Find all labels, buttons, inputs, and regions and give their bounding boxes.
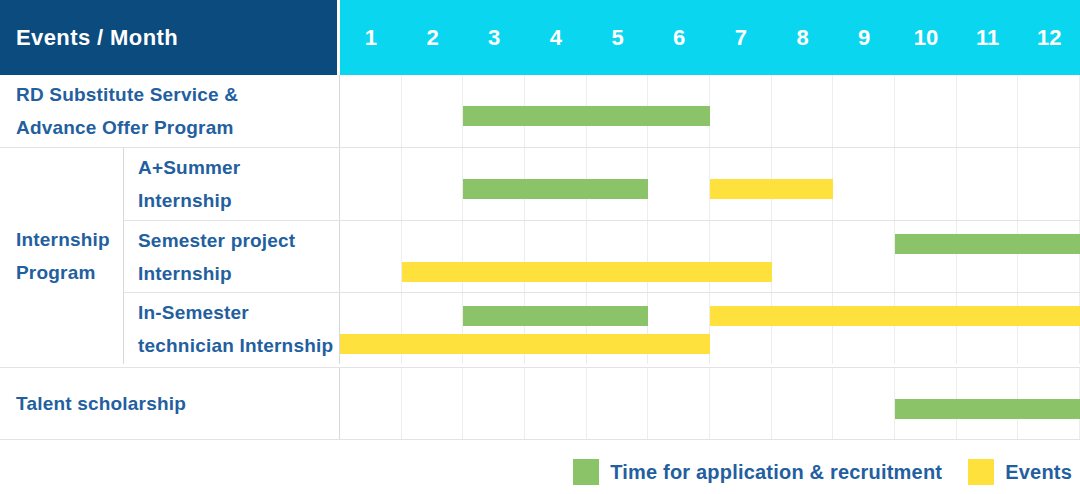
grid-column <box>463 368 525 439</box>
gantt-bar-green <box>463 306 648 326</box>
row-label: RD Substitute Service & <box>16 78 339 111</box>
row-label: technician Internship <box>138 329 339 362</box>
gantt-bar-yellow <box>340 334 710 354</box>
grid-column <box>340 221 402 292</box>
grid-column <box>833 221 895 292</box>
grid-column <box>587 368 649 439</box>
grid-column <box>895 221 957 292</box>
grid-column <box>402 368 464 439</box>
row-label: Semester project <box>138 224 339 257</box>
gantt-bar-yellow <box>402 262 772 282</box>
legend-item: Time for application & recruitment <box>573 459 942 485</box>
month-header-9: 9 <box>833 0 895 75</box>
row-label: Internship <box>16 223 123 256</box>
month-header-5: 5 <box>587 0 649 75</box>
gantt-bar-green <box>463 179 648 199</box>
row-label: Internship <box>138 257 339 290</box>
row-label: Program <box>16 256 123 289</box>
month-header-8: 8 <box>772 0 834 75</box>
month-header-4: 4 <box>525 0 587 75</box>
grid-column <box>772 368 834 439</box>
gantt-row: Semester projectInternship <box>124 220 1080 292</box>
chart-cell <box>340 368 1080 439</box>
group-label-cell: InternshipProgram <box>0 148 124 364</box>
month-header-row: 123456789101112 <box>340 0 1080 75</box>
grid-column <box>895 148 957 220</box>
month-header-7: 7 <box>710 0 772 75</box>
grid-column <box>1018 293 1080 364</box>
table-header-row: Events / Month 123456789101112 <box>0 0 1080 75</box>
grid-column <box>1018 221 1080 292</box>
header-corner-cell: Events / Month <box>0 0 340 75</box>
row-label-cell: Talent scholarship <box>0 368 340 439</box>
grid-column <box>772 75 834 147</box>
gantt-group: InternshipProgramA+SummerInternshipSemes… <box>0 147 1080 364</box>
grid-column <box>833 293 895 364</box>
gantt-body: RD Substitute Service &Advance Offer Pro… <box>0 75 1080 440</box>
row-label-cell: Semester projectInternship <box>124 221 340 292</box>
row-label: Internship <box>138 184 339 217</box>
row-label-cell: A+SummerInternship <box>124 148 340 220</box>
grid-column <box>402 148 464 220</box>
grid-column <box>710 368 772 439</box>
month-header-2: 2 <box>402 0 464 75</box>
group-rows: A+SummerInternshipSemester projectIntern… <box>124 148 1080 364</box>
grid-column <box>340 75 402 147</box>
legend-swatch-green <box>573 459 599 485</box>
chart-cell <box>340 221 1080 292</box>
gantt-bar-yellow <box>710 179 833 199</box>
grid-column <box>957 221 1019 292</box>
grid-column <box>648 368 710 439</box>
grid-column <box>710 75 772 147</box>
gantt-bar-yellow <box>710 306 1080 326</box>
grid-column <box>710 293 772 364</box>
grid-column <box>1018 148 1080 220</box>
grid-column <box>525 368 587 439</box>
gantt-row: In-Semestertechnician Internship <box>124 292 1080 364</box>
row-label: In-Semester <box>138 296 339 329</box>
row-label: A+Summer <box>138 151 339 184</box>
legend-item: Events <box>968 459 1072 485</box>
gantt-row: Talent scholarship <box>0 367 1080 439</box>
grid-column <box>772 221 834 292</box>
month-header-12: 12 <box>1018 0 1080 75</box>
chart-cell <box>340 148 1080 220</box>
row-label: Advance Offer Program <box>16 111 339 144</box>
legend-label: Time for application & recruitment <box>610 461 942 484</box>
gantt-bar-green <box>895 399 1080 419</box>
legend-label: Events <box>1005 461 1072 484</box>
month-header-3: 3 <box>463 0 525 75</box>
grid-column <box>833 368 895 439</box>
chart-cell <box>340 75 1080 147</box>
gantt-bar-green <box>895 234 1080 254</box>
grid-column <box>402 75 464 147</box>
grid-column <box>648 148 710 220</box>
legend: Time for application & recruitment Events <box>0 440 1080 494</box>
legend-swatch-yellow <box>968 459 994 485</box>
grid-column <box>957 75 1019 147</box>
gantt-row: RD Substitute Service &Advance Offer Pro… <box>0 75 1080 147</box>
gantt-bar-green <box>463 106 710 126</box>
grid-column <box>895 75 957 147</box>
grid-column <box>772 293 834 364</box>
grid-column <box>340 148 402 220</box>
gantt-schedule-chart: Events / Month 123456789101112 RD Substi… <box>0 0 1080 494</box>
row-label-cell: In-Semestertechnician Internship <box>124 293 340 364</box>
grid-column <box>833 75 895 147</box>
month-header-6: 6 <box>648 0 710 75</box>
month-header-11: 11 <box>957 0 1019 75</box>
grid-column <box>957 148 1019 220</box>
chart-cell <box>340 293 1080 364</box>
grid-column <box>340 368 402 439</box>
month-header-1: 1 <box>340 0 402 75</box>
table-title: Events / Month <box>16 25 178 51</box>
month-header-10: 10 <box>895 0 957 75</box>
row-label: Talent scholarship <box>16 387 339 420</box>
grid-column <box>895 293 957 364</box>
gantt-row: A+SummerInternship <box>124 148 1080 220</box>
row-label-cell: RD Substitute Service &Advance Offer Pro… <box>0 75 340 147</box>
grid-column <box>1018 75 1080 147</box>
grid-column <box>957 293 1019 364</box>
grid-column <box>833 148 895 220</box>
